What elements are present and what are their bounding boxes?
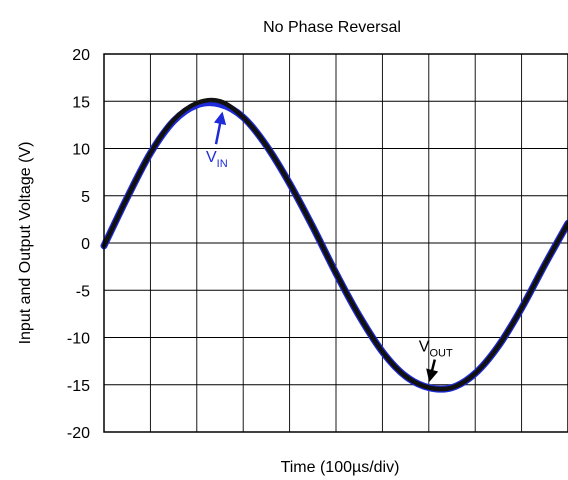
chart-title: No Phase Reversal (263, 19, 401, 36)
annotation-arrow-vin (213, 111, 227, 145)
y-tick-label: 5 (81, 189, 90, 206)
annotation-label-vout: VOUT (419, 339, 453, 360)
y-tick-label: -10 (67, 331, 90, 348)
series-line-vout (101, 97, 568, 392)
y-tick-label: 10 (72, 142, 90, 159)
annotation-label-vin: VIN (206, 149, 228, 170)
y-tick-label: -5 (76, 283, 90, 300)
y-tick-label: 20 (72, 47, 90, 64)
annotation-arrow-vout (426, 359, 439, 383)
y-tick-label: -15 (67, 378, 90, 395)
y-tick-label: 0 (81, 236, 90, 253)
plot-frame (103, 53, 568, 433)
y-axis-label: Input and Output Voltage (V) (17, 142, 34, 345)
annotations-layer: VIN VOUT (206, 111, 453, 383)
y-tick-label: -20 (67, 425, 90, 442)
y-tick-label: 15 (72, 94, 90, 111)
series-layer (100, 97, 568, 393)
x-axis-label: Time (100µs/div) (281, 459, 400, 476)
grid (104, 54, 568, 432)
y-tick-labels: 20 15 10 5 0 -5 -10 -15 -20 (67, 47, 90, 442)
